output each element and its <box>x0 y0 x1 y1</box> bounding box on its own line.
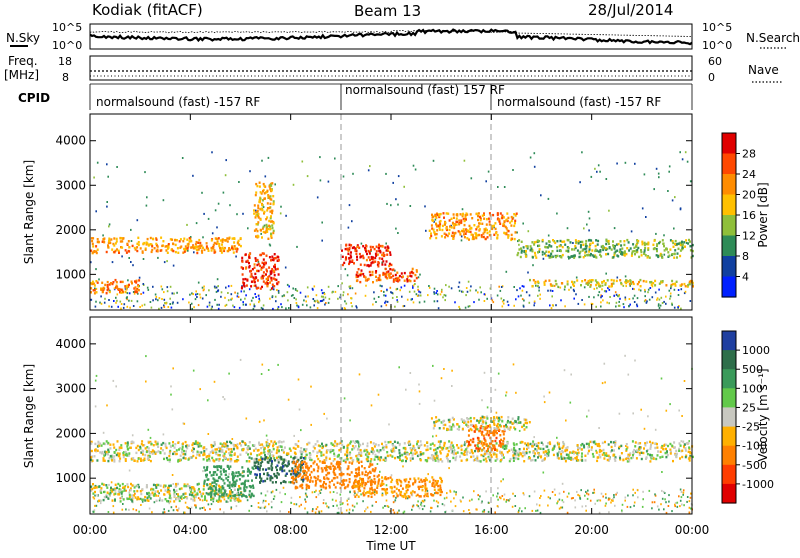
power-region-1 <box>90 279 140 295</box>
power-colorbar-swatch-2 <box>722 154 736 175</box>
velocity-colorbar-tick-4: 25 <box>742 401 756 414</box>
nsearch-label: N.Search <box>746 31 800 45</box>
power-colorbar: 28 24 20 16 12 8 4 Power [dB] <box>722 133 770 298</box>
velocity-ytick-2000: 2000 <box>55 426 86 440</box>
power-region-8 <box>517 239 694 259</box>
velocity-region-6 <box>354 476 443 498</box>
power-colorbar-tick-4: 16 <box>742 209 756 222</box>
power-heatmap <box>90 151 694 310</box>
xtick-2: 08:00 <box>273 523 308 537</box>
power-region-7 <box>429 212 518 241</box>
power-scatter-regions <box>90 182 694 295</box>
freq-label: Freq. <box>8 54 38 68</box>
velocity-colorbar-swatch-4 <box>722 388 736 408</box>
velocity-colorbar-tick-8: -1000 <box>742 478 774 491</box>
freq-ytick-bottom: 8 <box>62 71 69 84</box>
velocity-colorbar-label: Velocity [m s⁻¹] <box>756 368 770 461</box>
nsky-ytick-top: 10^5 <box>52 21 82 34</box>
velocity-region-5 <box>291 460 380 489</box>
velocity-panel-frame <box>90 317 692 514</box>
power-ytick-2000: 2000 <box>55 223 86 237</box>
velocity-y-axis: 1000 2000 3000 4000 <box>55 337 692 485</box>
power-colorbar-tick-1: 28 <box>742 148 756 161</box>
power-colorbar-swatch-7 <box>722 256 736 277</box>
velocity-region-1 <box>90 440 694 463</box>
power-ytick-1000: 1000 <box>55 267 86 281</box>
power-ytick-4000: 4000 <box>55 134 86 148</box>
velocity-colorbar-swatch-6 <box>722 427 736 447</box>
beam-title: Beam 13 <box>354 2 421 20</box>
velocity-panel: 1000 2000 3000 4000 Slant Range [km] <box>22 317 694 514</box>
nsearch-ytick-bottom: 10^0 <box>702 39 732 52</box>
velocity-colorbar-swatch-1 <box>722 331 736 351</box>
velocity-colorbar-swatch-5 <box>722 407 736 427</box>
cpid-segment-3: normalsound (fast) -157 RF <box>497 95 661 109</box>
date-title: 28/Jul/2014 <box>588 1 673 19</box>
nsearch-ytick-top: 10^5 <box>702 21 732 34</box>
xtick-3: 12:00 <box>374 523 409 537</box>
nave-ytick-bottom: 0 <box>708 71 715 84</box>
cpid-strip: CPID normalsound (fast) -157 RF normalso… <box>18 83 692 110</box>
power-colorbar-label: Power [dB] <box>756 182 770 247</box>
power-colorbar-tick-6: 8 <box>742 250 749 263</box>
xtick-1: 04:00 <box>173 523 208 537</box>
x-axis-label: Time UT <box>365 539 416 553</box>
cpid-segment-1: normalsound (fast) -157 RF <box>96 95 260 109</box>
velocity-colorbar-swatch-7 <box>722 446 736 466</box>
power-region-6 <box>356 268 418 284</box>
velocity-ytick-3000: 3000 <box>55 382 86 396</box>
velocity-colorbar-tick-1: 1000 <box>742 344 770 357</box>
velocity-heatmap <box>92 355 693 514</box>
nsky-strip: N.Sky 10^5 10^0 10^5 10^0 N.Search <box>6 21 800 52</box>
power-panel-frame <box>90 114 692 310</box>
power-colorbar-tick-2: 24 <box>742 168 756 181</box>
power-colorbar-swatch-5 <box>722 215 736 236</box>
nave-ytick-top: 60 <box>708 55 722 68</box>
power-colorbar-tick-5: 12 <box>742 230 756 243</box>
velocity-colorbar-swatch-8 <box>722 465 736 485</box>
nsky-ytick-bottom: 10^0 <box>52 39 82 52</box>
nave-label: Nave <box>748 63 779 77</box>
power-y-axis-label: Slant Range [km] <box>22 160 36 264</box>
velocity-region-7 <box>466 425 505 453</box>
velocity-scatter-regions <box>90 416 694 503</box>
velocity-y-axis-label: Slant Range [km] <box>22 364 36 468</box>
freq-ytick-top: 18 <box>58 55 72 68</box>
power-region-3 <box>241 252 280 290</box>
cpid-label: CPID <box>18 91 50 105</box>
velocity-colorbar-swatch-2 <box>722 350 736 370</box>
power-colorbar-swatch-8 <box>722 277 736 298</box>
power-region-9 <box>529 279 694 288</box>
power-colorbar-swatch-3 <box>722 174 736 195</box>
power-panel: 1000 2000 3000 4000 Slant Range [km] <box>22 114 694 310</box>
velocity-colorbar-swatch-3 <box>722 369 736 389</box>
power-colorbar-swatch-6 <box>722 236 736 257</box>
power-colorbar-swatch-4 <box>722 195 736 216</box>
power-colorbar-ticks: 28 24 20 16 12 8 4 <box>736 148 756 284</box>
velocity-region-2 <box>90 483 242 503</box>
xtick-4: 16:00 <box>474 523 509 537</box>
velocity-ytick-4000: 4000 <box>55 337 86 351</box>
power-region-5 <box>341 244 392 268</box>
velocity-ytick-1000: 1000 <box>55 471 86 485</box>
velocity-colorbar-swatch-9 <box>722 484 736 504</box>
xtick-5: 20:00 <box>574 523 609 537</box>
freq-unit-label: [MHz] <box>4 68 39 82</box>
station-title: Kodiak (fitACF) <box>92 1 203 19</box>
velocity-region-3 <box>203 465 255 499</box>
power-ytick-3000: 3000 <box>55 178 86 192</box>
power-colorbar-swatch-1 <box>722 133 736 154</box>
power-colorbar-tick-3: 20 <box>742 189 756 202</box>
xtick-6: 00:00 <box>675 523 710 537</box>
time-x-axis: 00:00 04:00 08:00 12:00 16:00 20:00 00:00 <box>73 114 710 537</box>
xtick-0: 00:00 <box>73 523 108 537</box>
nsky-label: N.Sky <box>6 31 40 45</box>
freq-strip: Freq. [MHz] 18 8 60 0 Nave <box>4 54 782 84</box>
cpid-segment-2: normalsound (fast) 157 RF <box>345 83 505 97</box>
power-region-2 <box>90 237 242 255</box>
power-colorbar-tick-7: 4 <box>742 271 749 284</box>
